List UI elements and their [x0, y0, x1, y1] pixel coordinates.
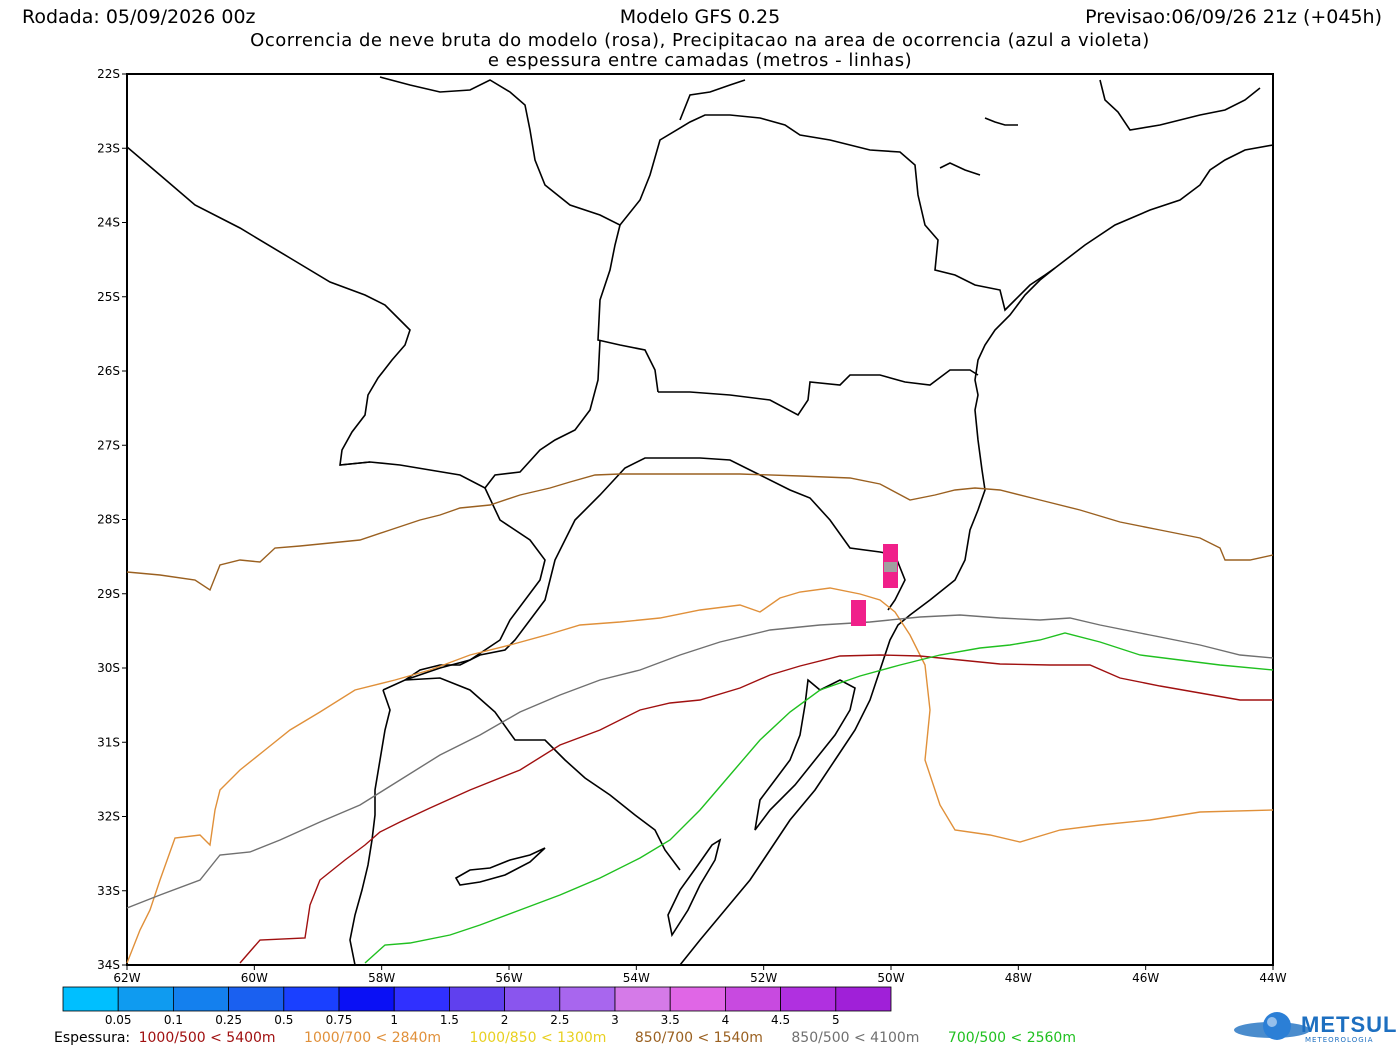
colorbar-label: 4: [722, 1013, 730, 1027]
border-paraguay-argentina: [126, 146, 601, 490]
lat-label-34S: 34S: [97, 958, 120, 972]
border-parana-saopaulo: [619, 114, 1056, 312]
lat-label-32S: 32S: [97, 810, 120, 824]
lon-label-58W: 58W: [368, 971, 395, 985]
colorbar-label: 0.1: [164, 1013, 183, 1027]
forecast-time-label: Previsao:06/09/26 21z (+045h): [1085, 6, 1382, 28]
colorbar-label: 1: [390, 1013, 398, 1027]
political-borders: [126, 76, 1274, 966]
lon-label-52W: 52W: [750, 971, 777, 985]
colorbar-swatch: [448, 986, 505, 1012]
colorbar-label: 4.5: [771, 1013, 790, 1027]
legend-title: Espessura:: [54, 1030, 131, 1046]
contour-850-500-4100: [126, 614, 1274, 909]
legend-item-1000-850: 1000/850 < 1300m: [469, 1030, 607, 1046]
lat-label-25S: 25S: [97, 290, 120, 304]
uruguay-reservoir: [454, 847, 546, 886]
logo-subtext: METEOROLOGIA: [1305, 1036, 1374, 1044]
colorbar-swatch: [172, 986, 229, 1012]
subtitle-line-1: Ocorrencia de neve bruta do modelo (rosa…: [250, 30, 1150, 51]
colorbar-swatch: [725, 986, 782, 1012]
colorbar-swatch: [228, 986, 285, 1012]
legend-item-700-500: 700/500 < 2560m: [947, 1030, 1076, 1046]
lat-label-27S: 27S: [97, 438, 120, 452]
contour-1000-700-2840: [126, 587, 1274, 964]
colorbar-swatch: [614, 986, 671, 1012]
thickness-contours: [126, 473, 1274, 964]
lon-label-56W: 56W: [495, 971, 522, 985]
colorbar-label: 5: [832, 1013, 840, 1027]
colorbar-swatch: [559, 986, 616, 1012]
colorbar-label: 0.75: [326, 1013, 353, 1027]
contour-1000-500-5400: [239, 654, 1273, 964]
colorbar-swatch: [393, 986, 450, 1012]
legend-item-1000-700: 1000/700 < 2840m: [304, 1030, 441, 1046]
guanabara-feature: [939, 117, 1018, 176]
legend-item-850-500: 850/500 < 4100m: [791, 1030, 920, 1046]
snow-cell-2: [851, 600, 866, 626]
colorbar-label: 3: [611, 1013, 619, 1027]
thickness-legend: Espessura: 1000/500 < 5400m 1000/700 < 2…: [54, 1030, 1100, 1046]
coastline: [679, 144, 1274, 966]
border-argentina-riogrande: [339, 461, 546, 681]
longitude-ticks: 62W 60W 58W 56W 54W 52W 50W 48W 46W 44W: [113, 965, 1287, 985]
colorbar-swatch: [669, 986, 726, 1012]
model-title: Modelo GFS 0.25: [619, 6, 781, 28]
colorbar-label: 2.5: [550, 1013, 569, 1027]
border-minas-saopaulo: [679, 79, 1261, 131]
contour-850-700-1540: [126, 473, 1274, 592]
subtitle-line-2: e espessura entre camadas (metros - linh…: [487, 50, 913, 71]
colorbar-label: 0.5: [274, 1013, 293, 1027]
latitude-ticks: 22S 23S 24S 25S 26S 27S 28S 29S 30S 31S 32S 33S 34S: [97, 67, 127, 972]
colorbar-label: 1.5: [440, 1013, 459, 1027]
colorbar-swatch: [283, 986, 340, 1012]
colorbar-swatch: [504, 986, 561, 1012]
lat-label-26S: 26S: [97, 364, 120, 378]
legend-item-850-700: 850/700 < 1540m: [634, 1030, 763, 1046]
border-argentina-uruguay: [349, 689, 391, 966]
lon-label-54W: 54W: [623, 971, 650, 985]
snow-cell-grey: [884, 562, 897, 572]
legend-item-1000-500: 1000/500 < 5400m: [138, 1030, 276, 1046]
colorbar-swatch: [338, 986, 395, 1012]
metsul-logo-icon: [1234, 1012, 1310, 1040]
lon-label-44W: 44W: [1259, 971, 1286, 985]
border-brazil-uruguay: [382, 677, 681, 871]
colorbar-swatch: [62, 986, 119, 1012]
lagoa-dos-patos: [754, 678, 856, 831]
lat-label-33S: 33S: [97, 884, 120, 898]
snow-occurrence: [851, 544, 898, 626]
border-santacatarina-riogrande: [404, 457, 906, 681]
contour-700-500-2560: [364, 632, 1274, 964]
run-time-label: Rodada: 05/09/2026 00z: [22, 6, 256, 28]
colorbar-label: 0.25: [215, 1013, 242, 1027]
lon-label-60W: 60W: [241, 971, 268, 985]
colorbar-swatch: [780, 986, 837, 1012]
lon-label-50W: 50W: [877, 971, 904, 985]
lon-label-48W: 48W: [1005, 971, 1032, 985]
border-paraguay-brazil: [379, 76, 659, 393]
colorbar-label: 3.5: [661, 1013, 680, 1027]
lat-label-30S: 30S: [97, 661, 120, 675]
lat-label-29S: 29S: [97, 587, 120, 601]
logo-text: METSUL: [1301, 1012, 1398, 1037]
precipitation-colorbar: 0.05 0.1 0.25 0.5 0.75 1 1.5 2 2.5 3 3.5 4 4.5 5: [62, 986, 892, 1027]
lat-label-24S: 24S: [97, 216, 120, 230]
colorbar-swatch: [835, 986, 892, 1012]
lat-label-28S: 28S: [97, 513, 120, 527]
lon-label-62W: 62W: [113, 971, 140, 985]
colorbar-swatch: [117, 986, 174, 1012]
colorbar-label: 2: [501, 1013, 509, 1027]
lat-label-22S: 22S: [97, 67, 120, 81]
border-parana-santacatarina: [658, 369, 979, 417]
lon-label-46W: 46W: [1132, 971, 1159, 985]
lat-label-23S: 23S: [97, 141, 120, 155]
colorbar-label: 0.05: [105, 1013, 132, 1027]
lat-label-31S: 31S: [97, 735, 120, 749]
lagoa-mirim: [667, 838, 722, 938]
